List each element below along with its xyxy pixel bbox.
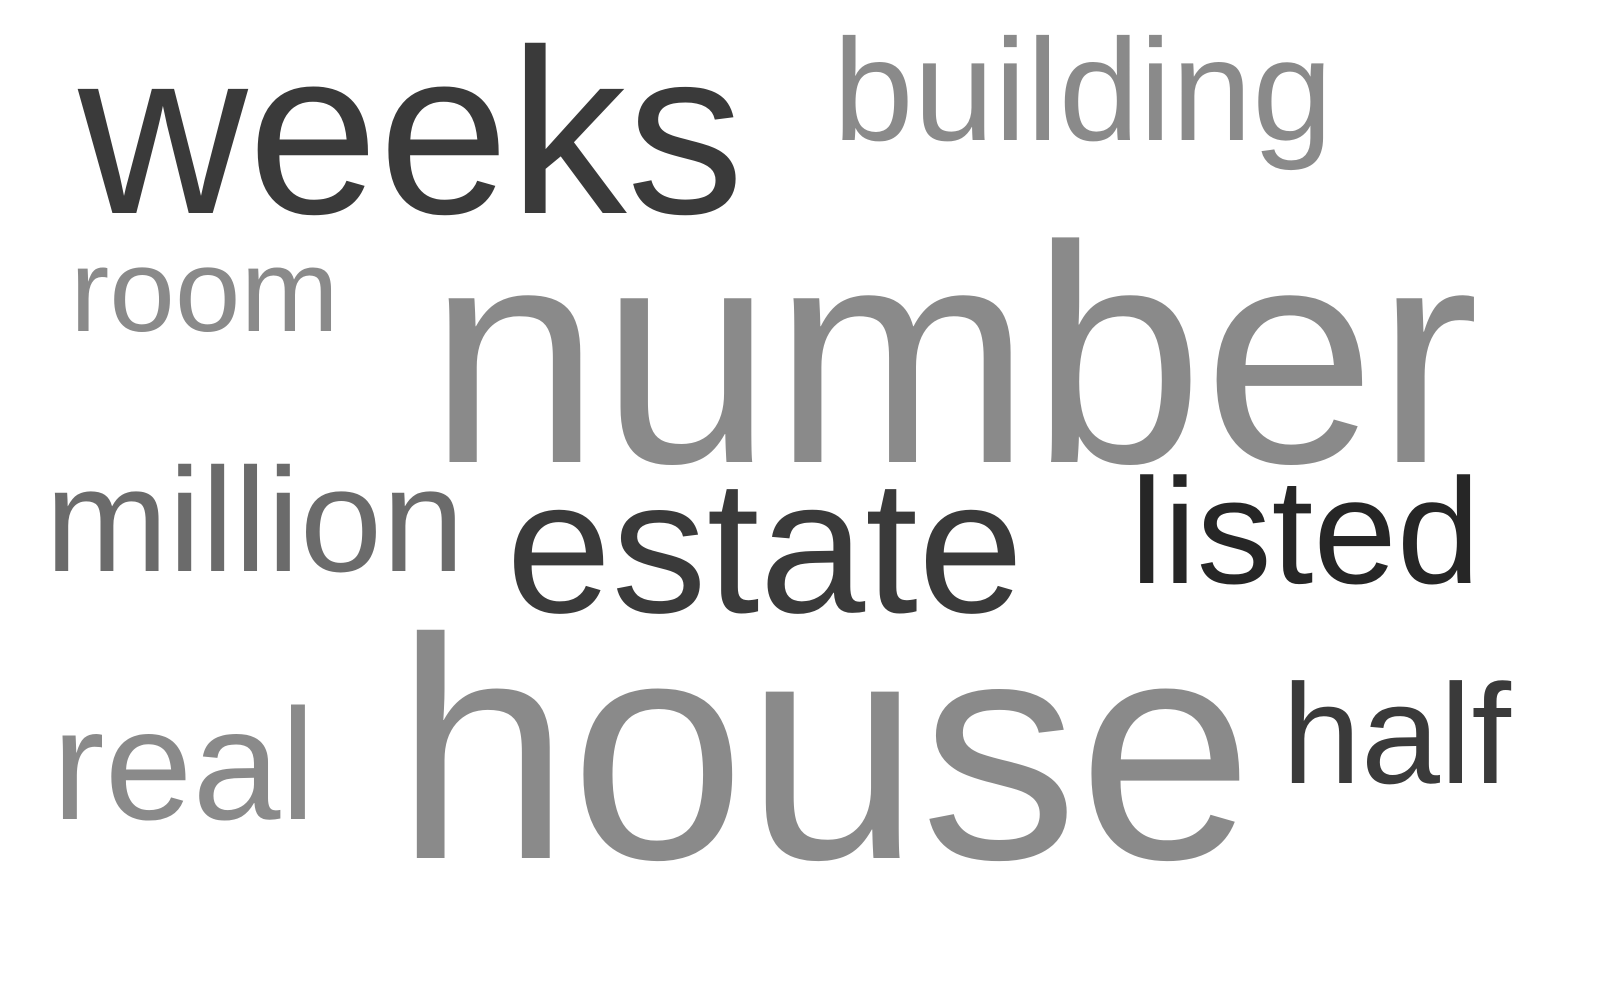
word-building: building: [833, 9, 1333, 171]
word-real: real: [52, 677, 316, 853]
word-room: room: [70, 225, 339, 357]
word-listed: listed: [1130, 447, 1481, 615]
word-number: number: [428, 181, 1480, 528]
word-estate: estate: [506, 441, 1024, 653]
word-million: million: [45, 438, 465, 603]
word-weeks: weeks: [78, 0, 745, 263]
word-house: house: [395, 573, 1254, 925]
word-half: half: [1282, 655, 1511, 814]
